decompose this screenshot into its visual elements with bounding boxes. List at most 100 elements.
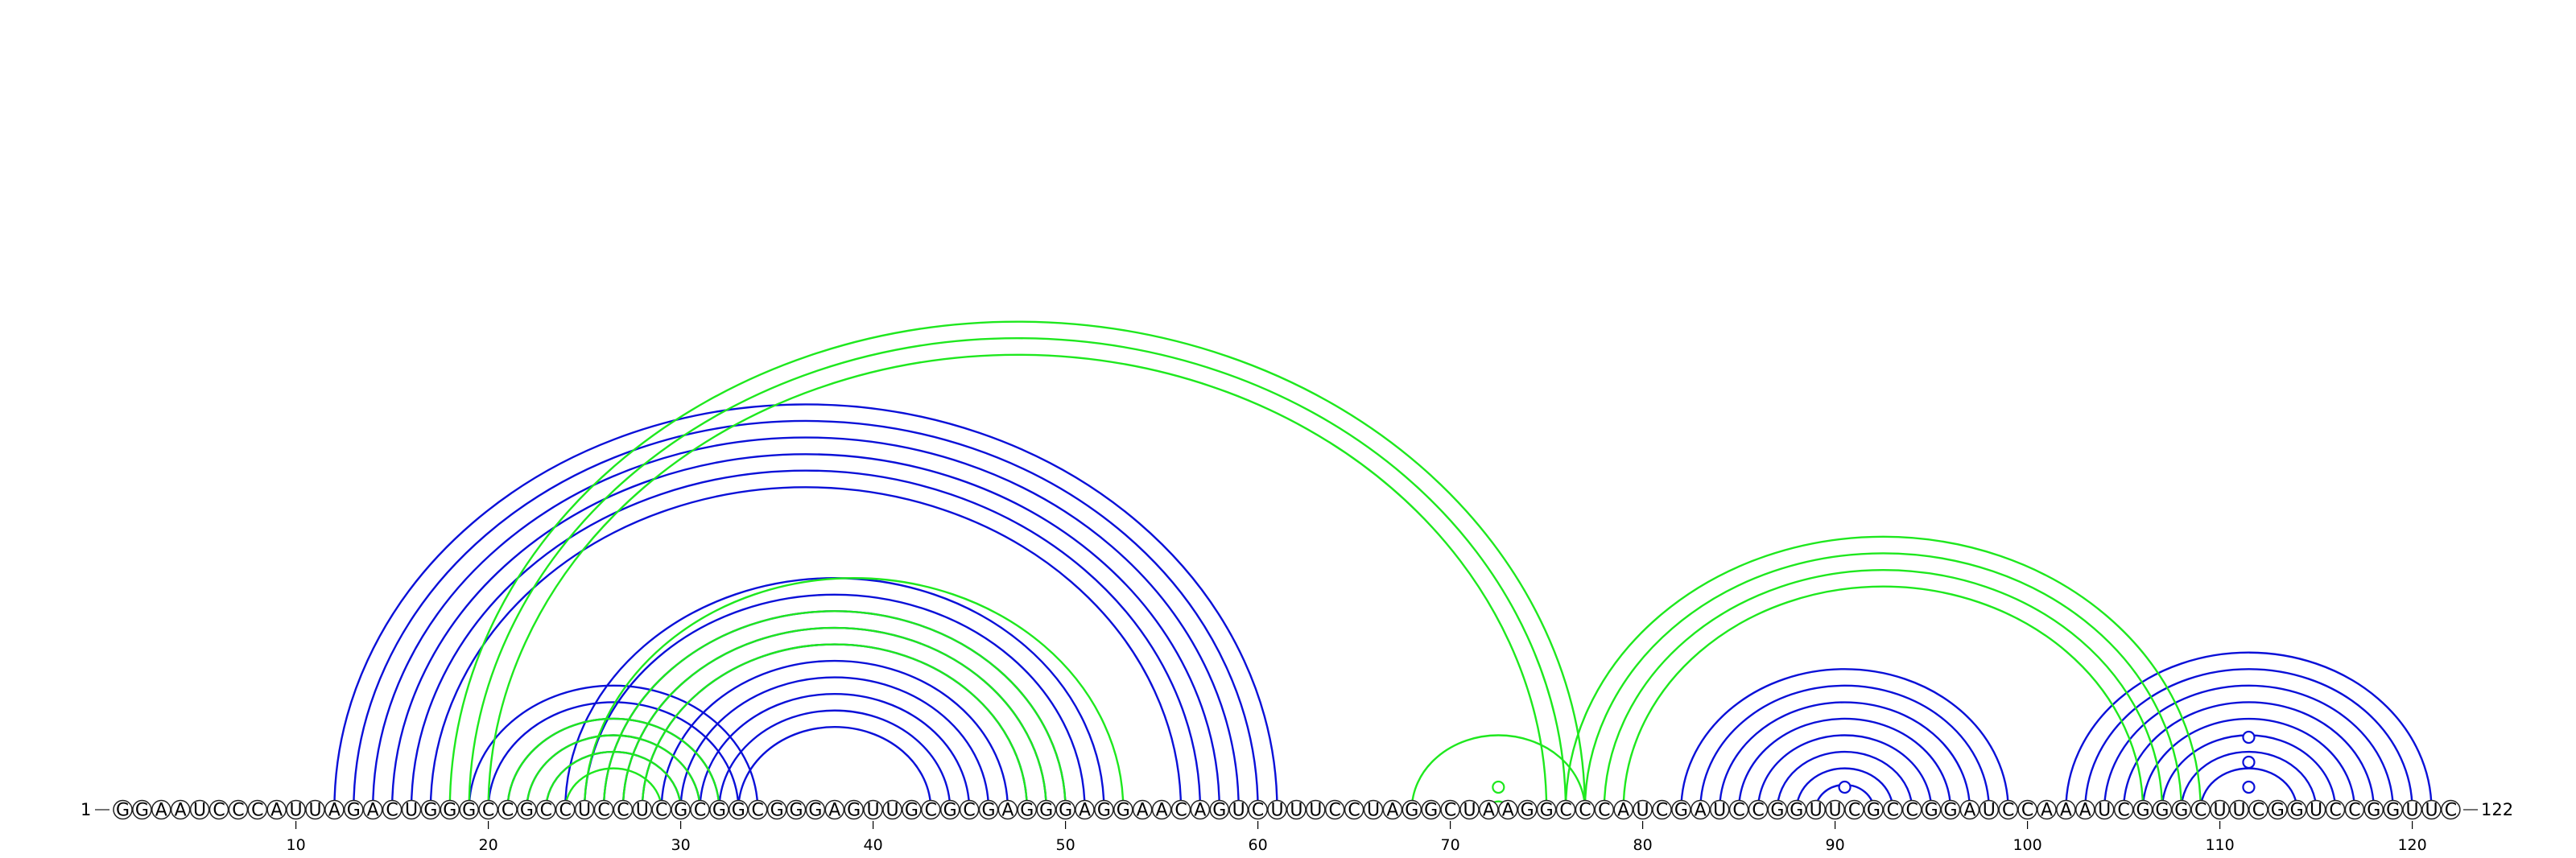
blue-arc — [2122, 701, 2375, 811]
nucleotide-letter: G — [905, 801, 919, 821]
tick-label: 20 — [479, 836, 498, 854]
nucleotide-circle — [1170, 799, 1191, 820]
nucleotide-circle — [2421, 799, 2442, 820]
nucleotide-letter: C — [1656, 801, 1668, 821]
blue-arc — [2161, 734, 2337, 811]
nucleotide: U — [401, 799, 422, 821]
nucleotide: U — [1286, 799, 1307, 821]
nucleotide-letter: A — [328, 801, 341, 821]
nucleotide-letter: C — [617, 801, 629, 821]
nucleotide-letter: G — [1790, 801, 1803, 821]
nucleotide-circle — [1806, 799, 1826, 820]
nucleotide-letter: C — [2445, 801, 2457, 821]
nucleotide-circle — [2094, 799, 2115, 820]
nucleotide-letter: C — [2252, 801, 2264, 821]
nucleotide-letter: A — [1137, 801, 1149, 821]
nucleotide-circle — [1979, 799, 2000, 820]
nucleotide: A — [2037, 799, 2057, 821]
nucleotide-circle — [1671, 799, 1691, 820]
blue-arc — [737, 726, 932, 811]
nucleotide: U — [1306, 799, 1326, 821]
blue-arc — [718, 709, 952, 811]
nucleotide: A — [1479, 799, 1499, 821]
nucleotide-letter: G — [1020, 801, 1034, 821]
nucleotide-circle — [459, 799, 479, 820]
nucleotide-letter: C — [540, 801, 552, 821]
nucleotide: G — [671, 799, 691, 821]
nucleotide: C — [478, 799, 498, 821]
nucleotide-circle — [671, 799, 691, 820]
nucleotide-letter: C — [1848, 801, 1860, 821]
green-arc — [1622, 585, 2145, 811]
nucleotide: C — [1324, 799, 1345, 821]
nucleotide-circle — [1633, 799, 1653, 820]
nucleotide-circle — [2286, 799, 2307, 820]
nucleotide: U — [1459, 799, 1480, 821]
nucleotide-letter: G — [423, 801, 437, 821]
nucleotide: U — [305, 799, 325, 821]
nucleotide-letter: G — [1097, 801, 1111, 821]
nucleotide: G — [517, 799, 537, 821]
nucleotide-circle — [1555, 799, 1576, 820]
nucleotide-circle — [1324, 799, 1345, 820]
tick-label: 80 — [1633, 836, 1653, 854]
nucleotide-letter: G — [847, 801, 861, 821]
nucleotide-circle — [344, 799, 364, 820]
nucleotide-letter: U — [405, 801, 418, 821]
nucleotide-letter: G — [2290, 801, 2304, 821]
nucleotide-circle — [939, 799, 960, 820]
nucleotide-letter: G — [789, 801, 803, 821]
nucleotide: C — [1728, 799, 1749, 821]
green-arc — [1410, 734, 1587, 811]
blue-arc — [1719, 701, 1971, 811]
nucleotide-letter: G — [712, 801, 726, 821]
nucleotide: U — [2306, 799, 2326, 821]
nucleotide-circle — [2229, 799, 2249, 820]
nucleotide: A — [266, 799, 287, 821]
start-label: 1 — [80, 800, 91, 819]
nucleotide: G — [1921, 799, 1942, 821]
nucleotide: C — [2113, 799, 2134, 821]
nucleotide-circle — [478, 799, 498, 820]
nucleotide: C — [2441, 799, 2461, 821]
blue-arc — [2141, 717, 2356, 811]
nucleotide-letter: U — [578, 801, 591, 821]
nucleotide: C — [1998, 799, 2018, 821]
green-arc — [641, 643, 1028, 811]
blue-hairpin-marker — [2242, 730, 2256, 745]
nucleotide-letter: C — [386, 801, 398, 821]
blue-arc — [353, 419, 1259, 811]
nucleotide-circle — [1901, 799, 1922, 820]
blue-arc — [390, 452, 1220, 811]
nucleotide-letter: C — [1252, 801, 1264, 821]
nucleotide: G — [440, 799, 460, 821]
nucleotide-circle — [1940, 799, 1961, 820]
nucleotide-letter: U — [193, 801, 206, 821]
nucleotide-letter: U — [2098, 801, 2111, 821]
nucleotide-circle — [863, 799, 883, 820]
nucleotide-letter: G — [1521, 801, 1534, 821]
nucleotide-letter: C — [597, 801, 609, 821]
nucleotide: C — [2325, 799, 2346, 821]
nucleotide-letter: A — [1695, 801, 1707, 821]
nucleotide-circle — [382, 799, 402, 820]
nucleotide-circle — [651, 799, 671, 820]
nucleotide: A — [2075, 799, 2095, 821]
nucleotide-circle — [1883, 799, 1903, 820]
green-arc — [526, 734, 701, 811]
nucleotide-circle — [574, 799, 595, 820]
nucleotide-circle — [2344, 799, 2365, 820]
nucleotide: C — [1248, 799, 1268, 821]
nucleotide-circle — [593, 799, 614, 820]
nucleotide-letter: U — [290, 801, 303, 821]
nucleotide: A — [1075, 799, 1095, 821]
nucleotide-circle — [882, 799, 902, 820]
nucleotide-circle — [747, 799, 768, 820]
nucleotide-circle — [2017, 799, 2037, 820]
nucleotide-letter: G — [1770, 801, 1784, 821]
nucleotide-circle — [766, 799, 787, 820]
nucleotide-circle — [1459, 799, 1480, 820]
nucleotide: G — [1421, 799, 1441, 821]
nucleotide: C — [2017, 799, 2037, 821]
nucleotide: G — [2152, 799, 2173, 821]
